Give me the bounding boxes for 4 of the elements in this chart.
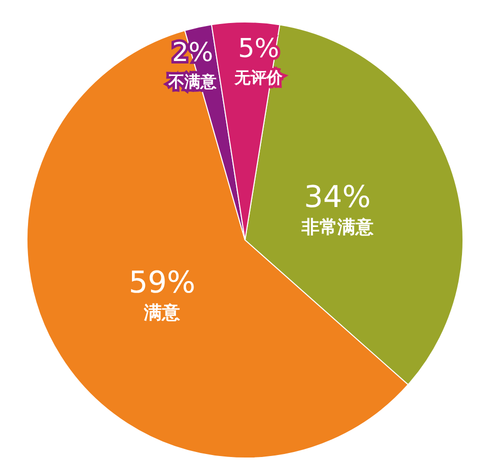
slice-label: 非常满意 [300,217,374,238]
data-label: 59% [128,265,196,300]
slice-label: 满意 [143,302,182,324]
data-label: 34% [304,180,371,216]
